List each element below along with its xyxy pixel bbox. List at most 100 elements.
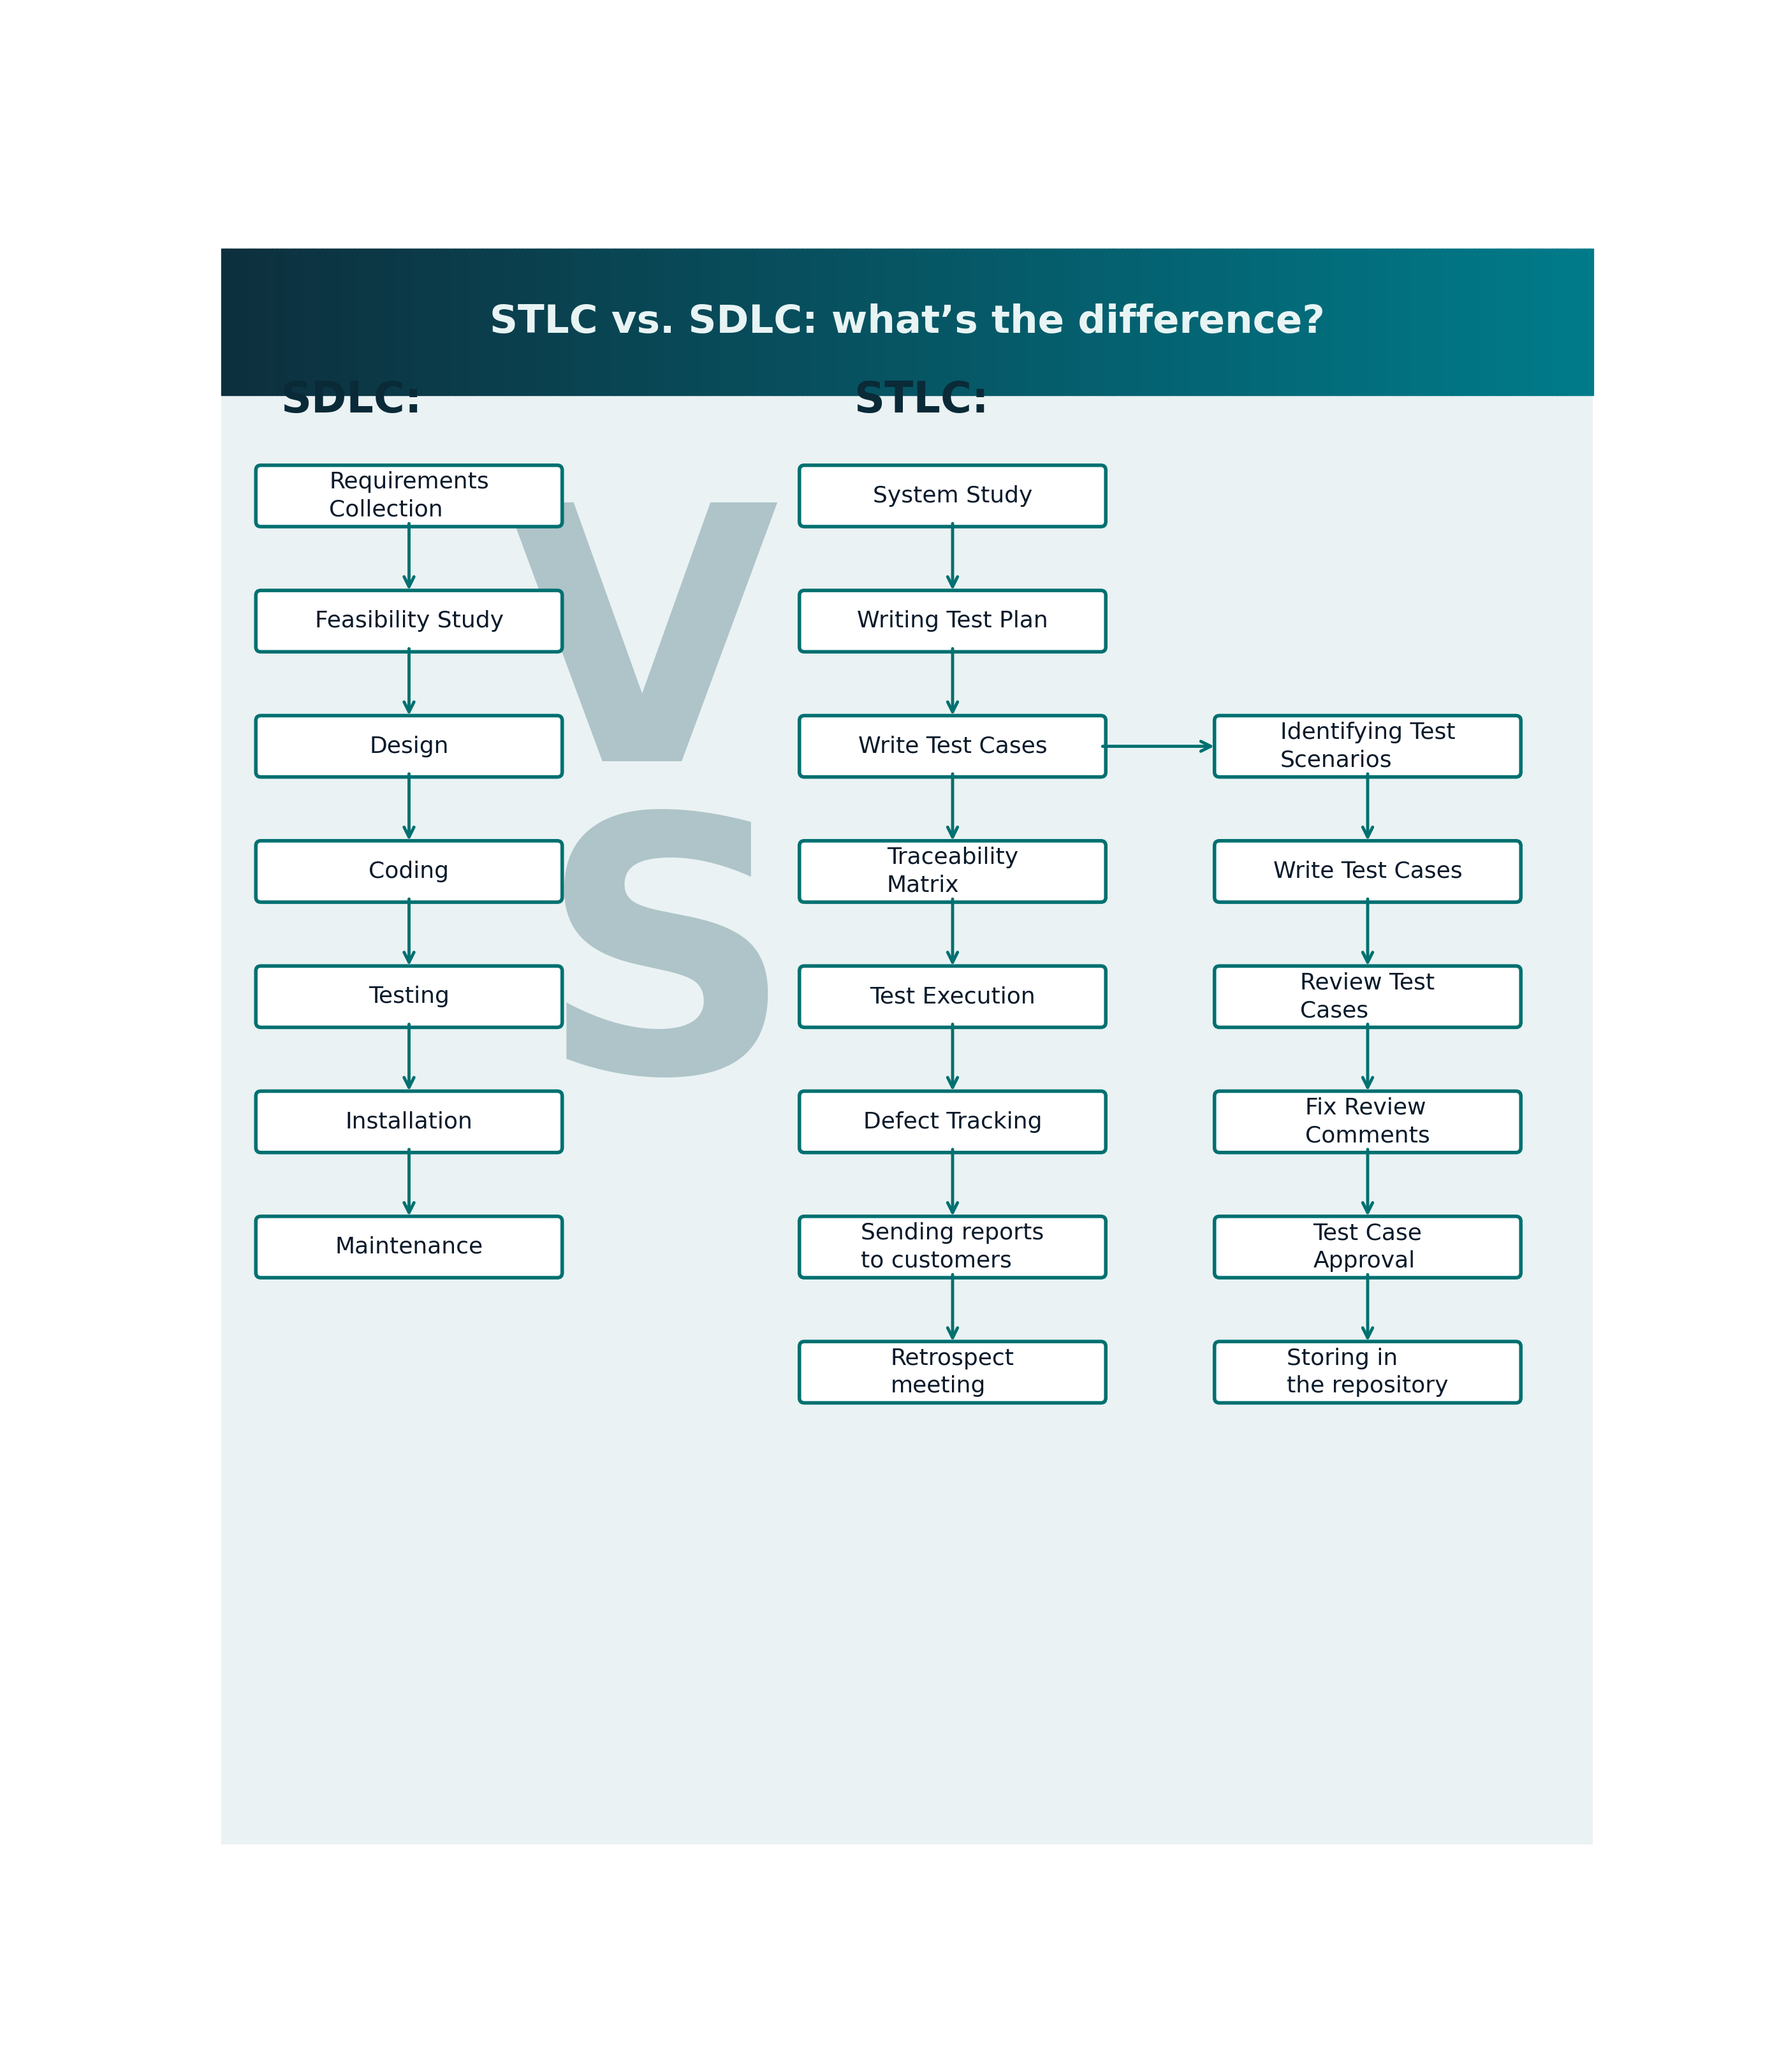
Text: Coding: Coding (368, 860, 450, 883)
Bar (683, 249, 689, 396)
Bar (1345, 249, 1351, 396)
Text: Requirements
Collection: Requirements Collection (329, 470, 489, 520)
Bar (655, 249, 660, 396)
Bar (1391, 249, 1397, 396)
Text: Feasibility Study: Feasibility Study (315, 611, 503, 632)
Bar (1182, 249, 1186, 396)
Bar (614, 249, 620, 396)
Bar (912, 249, 917, 396)
Bar (1411, 249, 1416, 396)
Bar (784, 249, 789, 396)
Bar (395, 249, 400, 396)
Bar (1434, 249, 1437, 396)
Bar (1561, 249, 1566, 396)
Bar (605, 249, 611, 396)
Bar (1113, 249, 1119, 396)
Text: Write Test Cases: Write Test Cases (1273, 860, 1462, 883)
Bar (358, 249, 363, 396)
Bar (1579, 249, 1584, 396)
Bar (1324, 249, 1328, 396)
Bar (354, 249, 359, 396)
Bar (285, 249, 290, 396)
Bar (1296, 249, 1301, 396)
FancyBboxPatch shape (257, 591, 563, 653)
Bar (885, 249, 889, 396)
Bar (276, 249, 281, 396)
Bar (848, 249, 853, 396)
Text: Sending reports
to customers: Sending reports to customers (860, 1222, 1044, 1272)
Bar (820, 249, 825, 396)
FancyBboxPatch shape (800, 1092, 1106, 1152)
Bar (761, 249, 766, 396)
Bar (1365, 249, 1370, 396)
Bar (510, 249, 515, 396)
Bar (322, 249, 327, 396)
FancyBboxPatch shape (257, 715, 563, 777)
Bar (1423, 249, 1428, 396)
Bar (1076, 249, 1081, 396)
Bar (906, 249, 912, 396)
Bar (1094, 249, 1099, 396)
Text: Storing in
the repository: Storing in the repository (1287, 1347, 1448, 1397)
Bar (1428, 249, 1434, 396)
Bar (496, 249, 501, 396)
Text: System Study: System Study (873, 485, 1032, 508)
Bar (660, 249, 666, 396)
Bar (669, 249, 674, 396)
Bar (1556, 249, 1561, 396)
Bar (377, 249, 382, 396)
Bar (1414, 249, 1420, 396)
Bar (958, 249, 963, 396)
Bar (1356, 249, 1361, 396)
Bar (294, 249, 299, 396)
Bar (501, 249, 504, 396)
Bar (720, 249, 724, 396)
FancyBboxPatch shape (800, 591, 1106, 653)
Bar (779, 249, 784, 396)
Bar (527, 249, 533, 396)
Bar (738, 249, 743, 396)
Bar (1081, 249, 1087, 396)
Bar (267, 249, 273, 396)
FancyBboxPatch shape (257, 466, 563, 526)
Bar (239, 249, 244, 396)
FancyBboxPatch shape (1214, 1092, 1520, 1152)
Bar (961, 249, 966, 396)
Bar (271, 249, 276, 396)
Bar (628, 249, 634, 396)
Bar (1420, 249, 1425, 396)
Text: STLC vs. SDLC: what’s the difference?: STLC vs. SDLC: what’s the difference? (490, 303, 1324, 340)
Bar (253, 249, 258, 396)
Bar (381, 249, 386, 396)
FancyBboxPatch shape (1214, 966, 1520, 1028)
Bar (733, 249, 738, 396)
Bar (788, 249, 793, 396)
Text: Defect Tracking: Defect Tracking (864, 1111, 1043, 1133)
Bar (513, 249, 519, 396)
Bar (1304, 249, 1310, 396)
Bar (568, 249, 573, 396)
FancyBboxPatch shape (1214, 841, 1520, 901)
Bar (1154, 249, 1159, 396)
Bar (743, 249, 747, 396)
Text: S: S (538, 802, 793, 1146)
Bar (1402, 249, 1405, 396)
FancyBboxPatch shape (257, 966, 563, 1028)
Bar (634, 249, 637, 396)
Bar (1374, 249, 1379, 396)
Bar (600, 249, 605, 396)
FancyBboxPatch shape (800, 466, 1106, 526)
Bar (299, 249, 304, 396)
Bar (244, 249, 250, 396)
Bar (643, 249, 648, 396)
Bar (857, 249, 862, 396)
Bar (588, 249, 593, 396)
Bar (1287, 249, 1292, 396)
Bar (866, 249, 871, 396)
Bar (1379, 249, 1382, 396)
Bar (710, 249, 715, 396)
Bar (400, 249, 405, 396)
Bar (1368, 249, 1374, 396)
Bar (862, 249, 867, 396)
Bar (1062, 249, 1067, 396)
